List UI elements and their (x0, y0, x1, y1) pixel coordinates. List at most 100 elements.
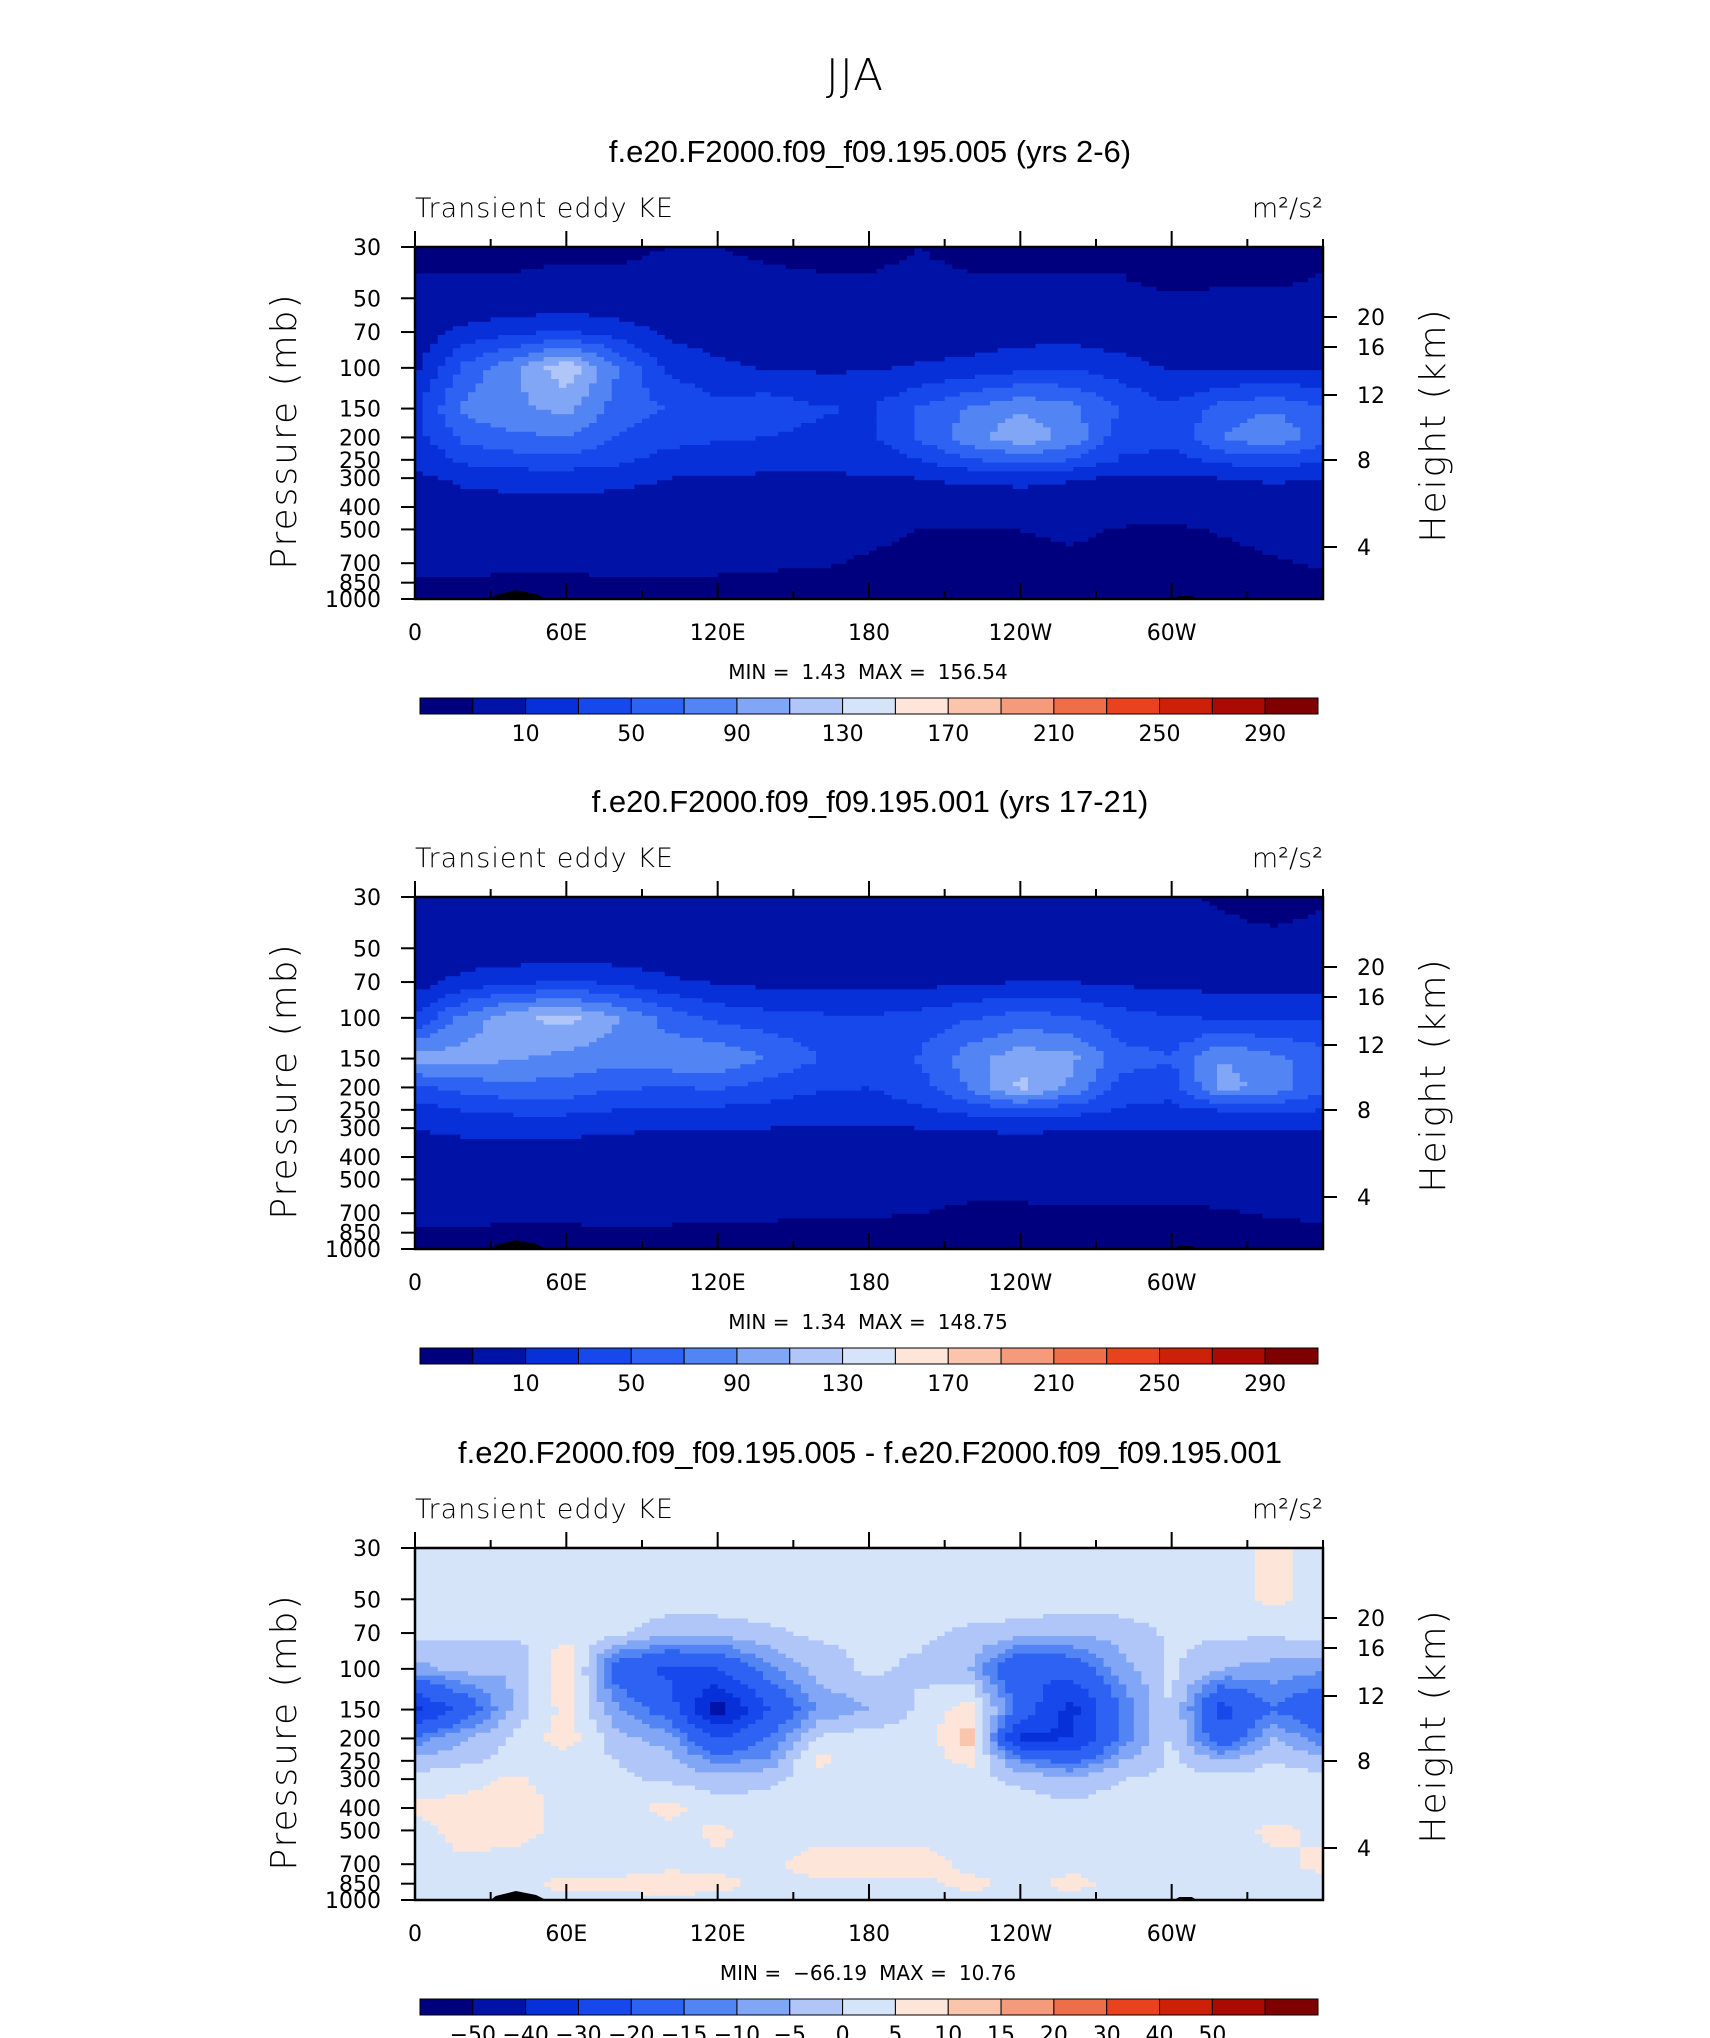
contour-cell (1179, 1073, 1195, 1078)
contour-cell (642, 348, 704, 354)
contour-cell (1118, 1781, 1323, 1787)
contour-cell (528, 1055, 764, 1061)
contour-cell (959, 1046, 1014, 1052)
contour-cell (452, 326, 651, 332)
contour-cell (921, 1051, 961, 1056)
contour-cell (498, 1059, 757, 1065)
y-tick-label: 250 (339, 449, 381, 474)
contour-cell (1088, 427, 1112, 433)
contour-cell (422, 401, 446, 406)
max-label: MAX = (858, 660, 926, 684)
contour-cell (1133, 1715, 1150, 1721)
contour-cell (543, 1732, 583, 1738)
contour-cell (997, 1693, 1014, 1699)
contour-cell (573, 379, 598, 384)
contour-cell (483, 985, 636, 990)
contour-cell (415, 1605, 1323, 1611)
contour-cell (1201, 1675, 1226, 1681)
contour-cell (891, 1666, 968, 1672)
contour-cell (710, 440, 885, 446)
contour-cell (944, 1205, 1211, 1210)
contour-cell (959, 1869, 1317, 1875)
contour-cell (589, 1693, 598, 1699)
colorbar: 10 50 90 130 170 210 250 290 (419, 697, 1319, 747)
contour-cell (415, 1834, 446, 1839)
contour-cell (415, 1095, 499, 1100)
contour-cell (1073, 541, 1241, 547)
contour-cell (619, 1658, 741, 1663)
contour-cell (657, 1002, 726, 1008)
contour-cell (974, 1750, 984, 1756)
contour-cell (990, 1064, 1074, 1070)
contour-cell (528, 1776, 643, 1782)
contour-cell (793, 1763, 817, 1769)
contour-cell (891, 445, 938, 450)
contour-cell (437, 1825, 545, 1831)
contour-cell (604, 1680, 613, 1685)
contour-cell (1270, 923, 1279, 929)
contour-cell (415, 1042, 461, 1048)
contour-cell (1065, 480, 1264, 486)
contour-cell (642, 370, 666, 376)
contour-cell (657, 1015, 704, 1021)
contour-cell (967, 1200, 1029, 1206)
contour-cell (755, 1688, 787, 1694)
contour-cell (1217, 1077, 1241, 1083)
contour-cell (1194, 1737, 1211, 1743)
contour-cell (415, 1561, 1256, 1567)
contour-cell (604, 1675, 613, 1681)
contour-cell (551, 1878, 741, 1883)
contour-cell (672, 1697, 696, 1703)
colorbar-swatch (894, 1998, 949, 2016)
contour-cell (1209, 1046, 1248, 1052)
contour-cell (415, 515, 1323, 521)
contour-cell (672, 1222, 1323, 1228)
contour-cell (490, 572, 590, 578)
contour-cell (1096, 1697, 1120, 1703)
contour-cell (1035, 1702, 1067, 1707)
contour-cell (430, 1820, 545, 1826)
contour-cell (619, 1020, 658, 1026)
contour-cell (914, 1702, 961, 1707)
y2-tick-label: 20 (1357, 956, 1385, 981)
contour-cell (990, 1059, 1074, 1065)
contour-cell (952, 1706, 976, 1712)
contour-cell (1270, 1702, 1279, 1707)
contour-cell (1088, 1878, 1323, 1883)
contour-cell (1186, 1090, 1211, 1096)
contour-cell (959, 1702, 976, 1707)
contour-cell (1194, 423, 1241, 428)
colorbar-label: 250 (1139, 1372, 1181, 1397)
contour-cell (415, 1750, 439, 1756)
contour-cell (1217, 1108, 1317, 1114)
contour-cell (1118, 1710, 1135, 1716)
contour-cell (664, 1728, 681, 1734)
contour-cell (1232, 1741, 1248, 1747)
contour-cell (1005, 1702, 1014, 1707)
contour-cell (672, 1781, 779, 1787)
contour-cell (520, 963, 613, 968)
contour-cell (1186, 1706, 1203, 1712)
contour-cell (626, 1640, 757, 1646)
contour-cell (1073, 1033, 1112, 1039)
contour-cell (1164, 1051, 1173, 1056)
contour-cell (1073, 401, 1112, 406)
contour-cell (1292, 1693, 1323, 1699)
contour-cell (732, 1750, 772, 1756)
contour-cell (649, 1644, 734, 1650)
contour-cell (551, 1693, 575, 1699)
contour-cell (520, 387, 590, 393)
contour-cell (490, 1222, 583, 1228)
contour-cell (1186, 1684, 1203, 1690)
contour-cell (1111, 1684, 1127, 1690)
contour-cell (990, 1759, 1006, 1765)
contour-cell (415, 335, 439, 340)
contour-cell (1012, 1741, 1090, 1747)
contour-cell (649, 1636, 734, 1641)
contour-cell (846, 471, 1323, 477)
contour-cell (808, 1636, 938, 1641)
contour-cell (664, 1869, 681, 1875)
contour-cell (1096, 445, 1211, 450)
contour-cell (1118, 1697, 1135, 1703)
contour-cell (1179, 1042, 1317, 1048)
